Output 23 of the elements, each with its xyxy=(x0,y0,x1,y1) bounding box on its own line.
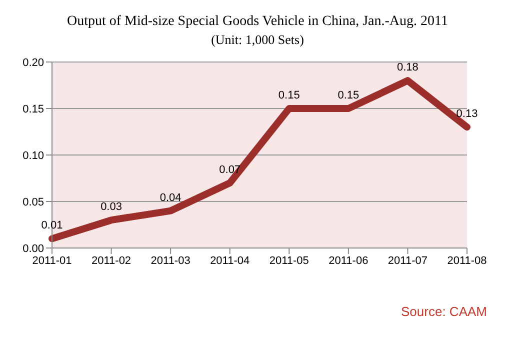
data-label: 0.04 xyxy=(160,192,182,204)
y-tick-label: 0.05 xyxy=(22,196,44,208)
x-tick-label: 2011-07 xyxy=(388,254,428,267)
x-tick-label: 2011-04 xyxy=(210,254,250,267)
data-label: 0.15 xyxy=(338,90,360,102)
x-tick-label: 2011-01 xyxy=(32,254,72,267)
data-label: 0.01 xyxy=(41,220,63,232)
y-tick-label: 0.00 xyxy=(22,242,44,255)
data-label: 0.03 xyxy=(100,201,122,214)
y-tick-label: 0.10 xyxy=(22,150,44,162)
x-tick-label: 2011-05 xyxy=(269,254,309,267)
x-tick-label: 2011-06 xyxy=(328,254,368,267)
data-label: 0.18 xyxy=(397,62,418,74)
chart-subtitle: (Unit: 1,000 Sets) xyxy=(210,32,305,48)
data-label: 0.13 xyxy=(456,108,478,120)
chart-title: Output of Mid-size Special Goods Vehicle in China, Jan.-Aug. 2011 xyxy=(66,13,450,30)
x-tick-label: 2011-08 xyxy=(447,254,487,267)
x-tick-label: 2011-02 xyxy=(92,254,132,267)
source-note: Source: CAAM xyxy=(401,304,487,319)
y-tick-label: 0.15 xyxy=(22,103,44,116)
data-label: 0.15 xyxy=(278,90,300,102)
x-tick-label: 2011-03 xyxy=(150,254,190,267)
y-tick-label: 0.20 xyxy=(22,56,44,69)
